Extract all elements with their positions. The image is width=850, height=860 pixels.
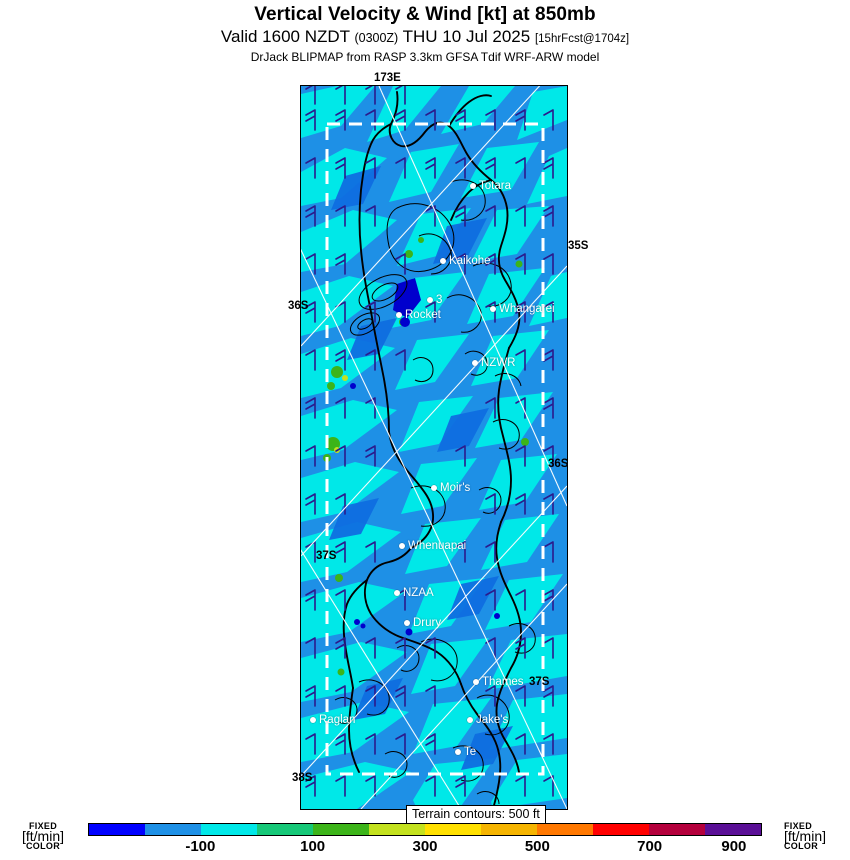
colorbar-swatch-4 xyxy=(313,824,369,835)
colorbar-tick--100: -100 xyxy=(185,838,216,855)
colorbar-swatch-11 xyxy=(705,824,761,835)
colorbar-swatch-2 xyxy=(201,824,257,835)
valid-time-line: Valid 1600 NZDT (0300Z) THU 10 Jul 2025 … xyxy=(0,27,850,49)
colorbar-tick-100: 100 xyxy=(300,838,326,855)
colorbar-caption-fixed: FIXED xyxy=(28,821,57,831)
velocity-field xyxy=(301,86,567,809)
domain-boundary xyxy=(325,122,545,776)
colorbar-caption-units-right: [ft/min] xyxy=(784,828,827,844)
graticule-label-37S: 37S xyxy=(529,676,550,688)
graticule-label-37S: 37S xyxy=(316,550,337,562)
colorbar-tick-500: 500 xyxy=(524,838,550,855)
page-title: Vertical Velocity & Wind [kt] at 850mb xyxy=(254,4,596,25)
colorbar-caption-color: COLOR xyxy=(26,841,60,851)
colorbar-tick-300: 300 xyxy=(412,838,438,855)
valid-time-utc: (0300Z) xyxy=(354,31,399,45)
colorbar-swatch-6 xyxy=(425,824,481,835)
colorbar-swatch-7 xyxy=(481,824,537,835)
valid-time-text: Valid 1600 NZDT xyxy=(220,27,355,46)
colorbar-swatch-3 xyxy=(257,824,313,835)
graticule-label-38S: 38S xyxy=(292,772,313,784)
colorbar-swatch-10 xyxy=(649,824,705,835)
colorbar-gradient[interactable] xyxy=(88,823,762,836)
graticule-label-173E: 173E xyxy=(374,72,401,84)
model-subtitle: DrJack BLIPMAP from RASP 3.3km GFSA Tdif… xyxy=(250,50,600,64)
colorbar-caption-left: FIXED [ft/min] COLOR xyxy=(6,821,80,851)
graticule-label-35S: 35S xyxy=(568,240,589,252)
colorbar-caption-right: FIXED [ft/min] COLOR xyxy=(784,821,850,851)
graticule-lines xyxy=(301,86,567,809)
colorbar-swatch-1 xyxy=(145,824,201,835)
title-block: Vertical Velocity & Wind [kt] at 850mb V… xyxy=(0,0,850,65)
valid-date-text: THU 10 Jul 2025 xyxy=(398,27,535,46)
colorbar-tick-700: 700 xyxy=(637,838,663,855)
colorbar-legend: FIXED [ft/min] COLOR -100 100 300 500 700 900… xyxy=(0,820,850,860)
colorbar-caption-color-right: COLOR xyxy=(784,841,818,851)
graticule-label-36S: 36S xyxy=(548,458,569,470)
forecast-tag: [15hrFcst@1704z] xyxy=(534,33,630,45)
colorbar-swatch-9 xyxy=(593,824,649,835)
colorbar-swatch-0 xyxy=(89,824,145,835)
colorbar-tick-labels: -100 100 300 500 700 900 xyxy=(88,838,762,860)
map-canvas xyxy=(301,86,567,809)
wind-barbs xyxy=(305,86,554,797)
colorbar-caption-units: [ft/min] xyxy=(21,828,64,844)
colorbar-tick-900: 900 xyxy=(721,838,747,855)
coastline xyxy=(342,91,522,809)
graticule-label-36S: 36S xyxy=(288,300,309,312)
colorbar-swatch-5 xyxy=(369,824,425,835)
colorbar-swatch-8 xyxy=(537,824,593,835)
forecast-map[interactable] xyxy=(300,85,568,810)
colorbar-caption-fixed-right: FIXED xyxy=(784,821,813,831)
